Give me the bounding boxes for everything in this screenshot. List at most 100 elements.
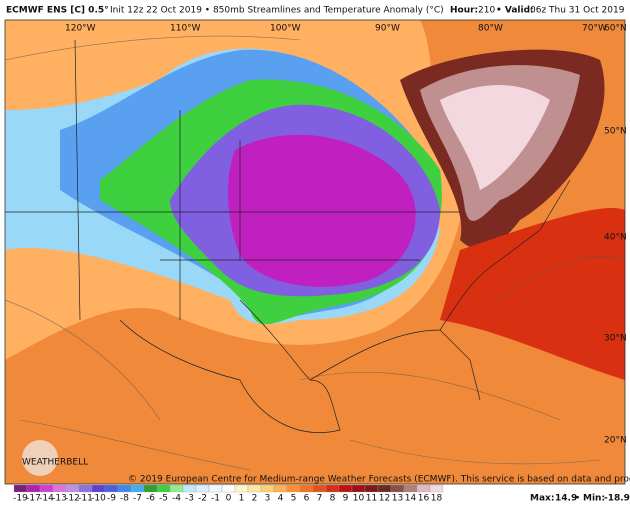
colorbar-label: -19 xyxy=(13,494,28,504)
hour-label: Hour: xyxy=(450,6,478,16)
colorbar-label: 6 xyxy=(304,494,310,504)
colorbar-label: -5 xyxy=(159,494,168,504)
colorbar-label: 0 xyxy=(226,494,232,504)
colorbar-swatch xyxy=(13,484,28,493)
colorbar-label: 5 xyxy=(291,494,297,504)
colorbar-label: -4 xyxy=(172,494,181,504)
min-label: Min: xyxy=(583,494,605,504)
colorbar-swatch xyxy=(130,484,145,493)
longitude-label: 70°W xyxy=(582,24,607,34)
anomaly-red xyxy=(440,208,625,380)
colorbar-swatch xyxy=(221,484,236,493)
longitude-label: 90°W xyxy=(375,24,400,34)
latitude-labels: 60°N 50°N 40°N 30°N 20°N xyxy=(604,24,627,446)
colorbar: -19-17-14-13-12-11-10 -9 -8 -7 -6 -5 -4 -3 -2 -1 0… xyxy=(13,484,444,504)
colorbar-label: -11 xyxy=(78,494,93,504)
colorbar-swatch xyxy=(169,484,184,493)
longitude-label: 100°W xyxy=(270,24,301,34)
colorbar-swatch xyxy=(312,484,327,493)
colorbar-label: -1 xyxy=(211,494,220,504)
stats-separator: • xyxy=(575,494,580,504)
info: Init 12z 22 Oct 2019 • 850mb Streamlines… xyxy=(110,6,444,16)
max-label: Max: xyxy=(530,494,554,504)
model-title: ECMWF ENS [C] 0.5° xyxy=(6,6,109,16)
colorbar-label: -2 xyxy=(198,494,207,504)
colorbar-swatch xyxy=(208,484,223,493)
colorbar-swatch xyxy=(429,484,444,493)
colorbar-label: -12 xyxy=(65,494,80,504)
logo: WEATHERBELL xyxy=(22,458,88,468)
colorbar-label: 8 xyxy=(330,494,336,504)
logo-mark xyxy=(22,440,58,476)
colorbar-label: 11 xyxy=(366,494,377,504)
map: WEATHERBELL © 2019 European Centre for M… xyxy=(4,19,630,485)
min-value: -18.9 xyxy=(604,494,630,504)
latitude-label: 50°N xyxy=(604,127,627,137)
colorbar-swatch xyxy=(39,484,54,493)
longitude-label: 110°W xyxy=(170,24,201,34)
colorbar-label: -10 xyxy=(91,494,106,504)
valid: 06z Thu 31 Oct 2019 xyxy=(530,6,625,16)
longitude-label: 120°W xyxy=(65,24,96,34)
colorbar-swatch xyxy=(364,484,379,493)
colorbar-swatch xyxy=(299,484,314,493)
colorbar-label: 10 xyxy=(353,494,365,504)
colorbar-label: 16 xyxy=(418,494,430,504)
map-frame xyxy=(4,19,626,485)
colorbar-swatch xyxy=(143,484,158,493)
colorbar-swatch xyxy=(325,484,340,493)
latitude-label: 30°N xyxy=(604,334,627,344)
colorbar-label: -13 xyxy=(52,494,67,504)
colorbar-label: -3 xyxy=(185,494,194,504)
colorbar-swatch xyxy=(65,484,80,493)
colorbar-swatch xyxy=(182,484,197,493)
colorbar-label: 2 xyxy=(252,494,258,504)
colorbar-label: -6 xyxy=(146,494,155,504)
colorbar-label: -14 xyxy=(39,494,54,504)
colorbar-label: -9 xyxy=(107,494,116,504)
colorbar-label: 1 xyxy=(239,494,245,504)
colorbar-swatch xyxy=(91,484,106,493)
colorbar-label: -17 xyxy=(26,494,41,504)
colorbar-swatch xyxy=(273,484,288,493)
colorbar-swatch xyxy=(377,484,392,493)
anomaly-pink xyxy=(440,85,550,190)
colorbar-swatch xyxy=(390,484,405,493)
colorbar-swatch xyxy=(416,484,431,493)
colorbar-swatch xyxy=(52,484,67,493)
colorbar-swatch xyxy=(338,484,353,493)
latitude-label: 20°N xyxy=(604,436,627,446)
colorbar-label: 14 xyxy=(405,494,417,504)
colorbar-label: 3 xyxy=(265,494,271,504)
valid-label: • Valid: xyxy=(496,6,534,16)
colorbar-swatch xyxy=(195,484,210,493)
max-value: 14.9 xyxy=(555,494,577,504)
colorbar-swatch xyxy=(117,484,132,493)
colorbar-swatch xyxy=(26,484,41,493)
colorbar-swatch xyxy=(351,484,366,493)
latitude-label: 60°N xyxy=(604,24,627,34)
colorbar-swatch xyxy=(156,484,171,493)
anomaly-magenta xyxy=(228,134,416,287)
colorbar-swatch xyxy=(286,484,301,493)
colorbar-label: 7 xyxy=(317,494,323,504)
colorbar-swatch xyxy=(78,484,93,493)
colorbar-label: -8 xyxy=(120,494,129,504)
hour: 210 xyxy=(478,6,495,16)
longitude-labels: 120°W 110°W 100°W 90°W 80°W 70°W xyxy=(65,24,607,34)
latitude-label: 40°N xyxy=(604,233,627,243)
copyright: © 2019 European Centre for Medium-range … xyxy=(128,475,630,485)
colorbar-swatch xyxy=(104,484,119,493)
colorbar-label: 12 xyxy=(379,494,390,504)
colorbar-swatch xyxy=(234,484,249,493)
colorbar-label: 18 xyxy=(431,494,443,504)
colorbar-swatch xyxy=(260,484,275,493)
colorbar-swatch xyxy=(247,484,262,493)
colorbar-label: -7 xyxy=(133,494,142,504)
colorbar-label: 13 xyxy=(392,494,403,504)
colorbar-label: 4 xyxy=(278,494,284,504)
colorbar-swatch xyxy=(403,484,418,493)
colorbar-label: 9 xyxy=(343,494,349,504)
longitude-label: 80°W xyxy=(478,24,503,34)
